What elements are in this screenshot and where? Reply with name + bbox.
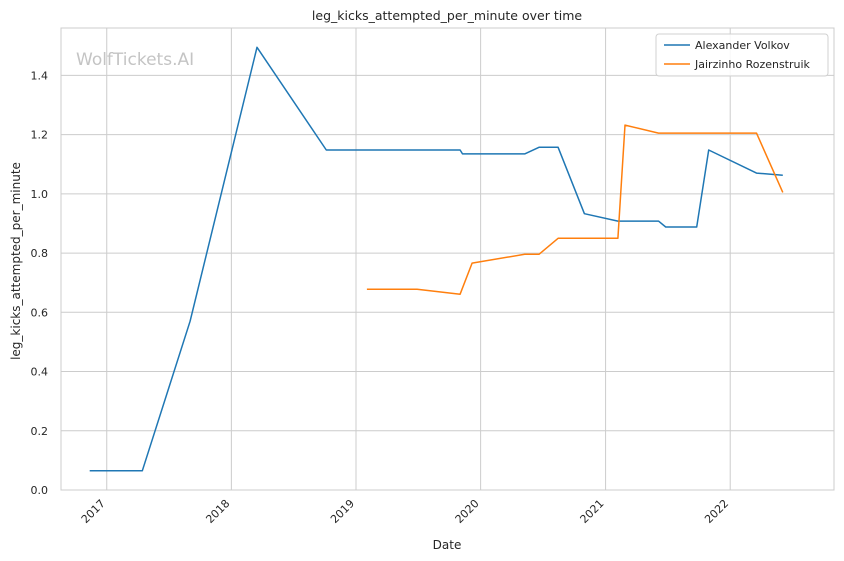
series-line-jairzinho-rozenstruik: [366, 124, 784, 295]
x-tick-label: 2018: [203, 497, 232, 526]
legend-label-alexander-volkov: Alexander Volkov: [695, 39, 790, 52]
y-tick-label: 1.0: [31, 188, 49, 201]
series-layer: [89, 46, 784, 472]
legend: Alexander Volkov Jairzinho Rozenstruik: [655, 33, 829, 77]
watermark: WolfTickets.AI: [76, 50, 194, 70]
y-tick-label: 0.2: [31, 425, 49, 438]
y-tick-label: 1.4: [31, 69, 49, 82]
x-tick-label: 2022: [702, 497, 731, 526]
y-tick-label: 0.6: [31, 306, 49, 319]
legend-label-jairzinho-rozenstruik: Jairzinho Rozenstruik: [694, 58, 811, 71]
y-tick-label: 0.0: [31, 484, 49, 497]
x-axis-ticks: 2017 2018 2019 2020 2021 2022: [79, 497, 731, 526]
series-line-alexander-volkov: [89, 46, 783, 472]
grid: [61, 28, 834, 491]
y-axis-label: leg_kicks_attempted_per_minute: [9, 162, 23, 360]
plot-area-frame: [60, 27, 835, 491]
y-tick-label: 0.8: [31, 247, 49, 260]
x-tick-label: 2017: [79, 497, 108, 526]
y-tick-label: 0.4: [31, 366, 49, 379]
x-tick-label: 2019: [328, 497, 357, 526]
y-tick-label: 1.2: [31, 129, 49, 142]
x-tick-label: 2021: [578, 497, 607, 526]
x-tick-label: 2020: [453, 497, 482, 526]
legend-box: [655, 33, 829, 77]
x-axis-label: Date: [433, 538, 462, 552]
y-axis-ticks: 0.0 0.2 0.4 0.6 0.8 1.0 1.2 1.4: [31, 69, 49, 497]
chart-title: leg_kicks_attempted_per_minute over time: [312, 8, 582, 23]
